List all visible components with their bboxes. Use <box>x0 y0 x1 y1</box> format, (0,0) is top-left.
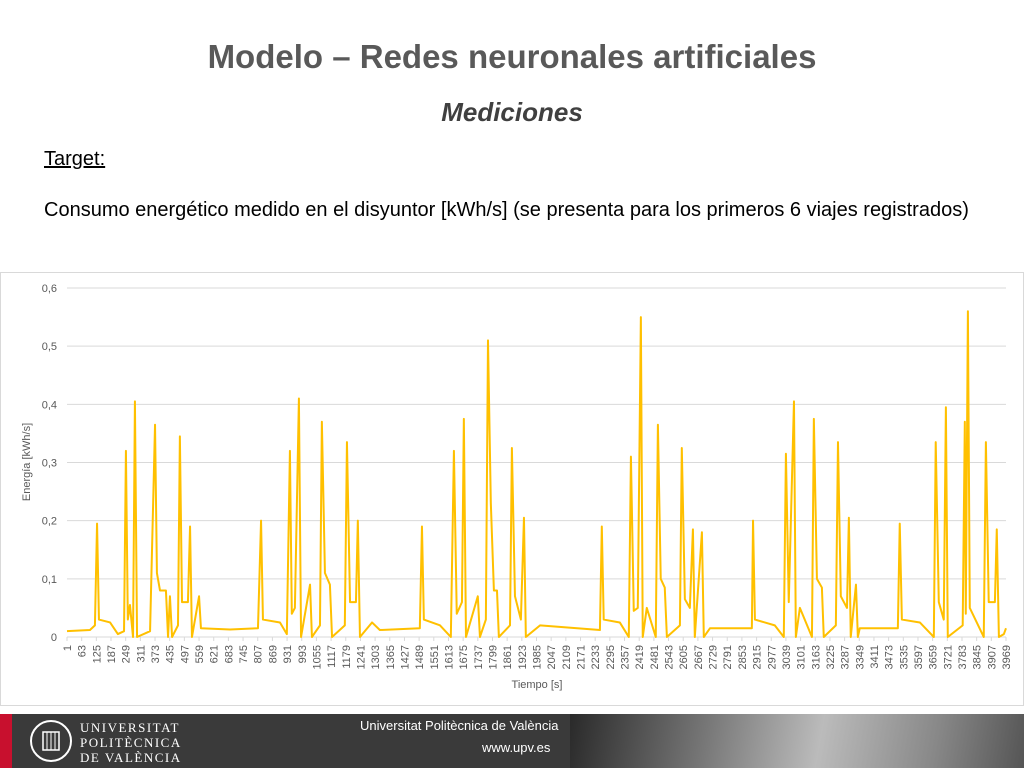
x-tick-label: 683 <box>223 645 235 663</box>
target-label: Target: <box>44 148 106 170</box>
x-tick-label: 1861 <box>502 645 514 669</box>
logo-text: POLITÈCNICA <box>80 735 182 750</box>
y-axis-title: Energía [kWh/s] <box>21 423 33 501</box>
x-axis-title: Tiempo [s] <box>512 679 563 691</box>
x-tick-label: 3535 <box>898 645 910 669</box>
x-tick-label: 1985 <box>532 645 544 669</box>
y-tick-label: 0,4 <box>42 399 57 411</box>
x-tick-label: 3783 <box>957 645 969 669</box>
x-tick-label: 1613 <box>443 645 455 669</box>
y-tick-label: 0,6 <box>42 283 57 295</box>
x-tick-label: 745 <box>238 645 250 663</box>
x-tick-label: 63 <box>77 645 89 657</box>
y-tick-label: 0,1 <box>42 574 57 586</box>
x-tick-label: 2605 <box>678 645 690 669</box>
logo-emblem <box>30 720 72 762</box>
x-tick-label: 1737 <box>473 645 485 669</box>
x-tick-label: 3659 <box>928 645 940 669</box>
x-tick-label: 1303 <box>370 645 382 669</box>
logo-text: UNIVERSITAT <box>80 720 180 735</box>
institution: Universitat Politècnica de València <box>360 718 559 733</box>
x-tick-label: 2233 <box>590 645 602 669</box>
x-tick-label: 1675 <box>458 645 470 669</box>
x-tick-label: 3411 <box>869 645 881 669</box>
x-tick-label: 931 <box>282 645 294 663</box>
description: Consumo energético medido en el disyunto… <box>44 199 969 221</box>
x-tick-label: 2729 <box>708 645 720 669</box>
x-tick-label: 3039 <box>781 645 793 669</box>
x-tick-label: 807 <box>253 645 265 663</box>
x-tick-label: 2295 <box>605 645 617 669</box>
x-tick-label: 1427 <box>399 645 411 669</box>
logo-text: DE VALÈNCIA <box>80 750 182 765</box>
footer-photo <box>570 714 1024 768</box>
x-tick-label: 1489 <box>414 645 426 669</box>
x-tick-label: 869 <box>267 645 279 663</box>
x-tick-label: 1241 <box>355 645 367 669</box>
x-tick-label: 2419 <box>634 645 646 669</box>
x-tick-label: 2109 <box>561 645 573 669</box>
x-tick-label: 993 <box>297 645 309 663</box>
x-tick-label: 2977 <box>766 645 778 669</box>
y-tick-label: 0,5 <box>42 341 57 353</box>
slide-subtitle: Mediciones <box>441 97 583 127</box>
x-tick-label: 497 <box>179 645 191 663</box>
x-tick-label: 3721 <box>942 645 954 669</box>
x-tick-label: 1 <box>62 645 74 651</box>
x-tick-label: 2915 <box>752 645 764 669</box>
x-tick-label: 1799 <box>487 645 499 669</box>
x-tick-label: 1365 <box>385 645 397 669</box>
x-tick-label: 621 <box>209 645 221 663</box>
x-tick-label: 3349 <box>854 645 866 669</box>
x-tick-label: 2171 <box>576 645 588 669</box>
y-tick-label: 0,2 <box>42 516 57 528</box>
x-tick-label: 3163 <box>810 645 822 669</box>
slide-title: Modelo – Redes neuronales artificiales <box>207 38 817 75</box>
x-tick-label: 559 <box>194 645 206 663</box>
y-tick-label: 0 <box>51 632 57 644</box>
x-tick-label: 3101 <box>796 645 808 669</box>
x-tick-label: 1117 <box>326 645 338 668</box>
y-tick-label: 0,3 <box>42 458 57 470</box>
x-tick-label: 3907 <box>986 645 998 669</box>
x-tick-label: 3597 <box>913 645 925 669</box>
x-tick-label: 2357 <box>620 645 632 669</box>
x-tick-label: 2481 <box>649 645 661 669</box>
x-tick-label: 373 <box>150 645 162 663</box>
footer-accent <box>0 714 12 768</box>
x-tick-label: 1923 <box>517 645 529 669</box>
x-tick-label: 2543 <box>664 645 676 669</box>
url[interactable]: www.upv.es <box>482 740 551 755</box>
x-tick-label: 1055 <box>311 645 323 669</box>
x-tick-label: 2791 <box>722 645 734 669</box>
x-tick-label: 249 <box>121 645 133 663</box>
x-tick-label: 2667 <box>693 645 705 669</box>
x-tick-label: 311 <box>135 645 147 663</box>
x-tick-label: 2047 <box>546 645 558 669</box>
data-line <box>66 310 1007 638</box>
x-tick-label: 3225 <box>825 645 837 669</box>
x-tick-label: 187 <box>106 645 118 663</box>
x-tick-label: 435 <box>165 645 177 663</box>
x-tick-label: 1551 <box>429 645 441 669</box>
x-tick-label: 1179 <box>341 645 353 669</box>
x-tick-label: 3287 <box>840 645 852 669</box>
x-tick-label: 3473 <box>884 645 896 669</box>
x-tick-label: 3969 <box>1001 645 1013 669</box>
chart: Energía [kWh/s] Tiempo [s] 0 0,1 0,2 0,3 0,4… <box>21 283 1013 691</box>
x-tick-label: 3845 <box>972 645 984 669</box>
x-tick-label: 125 <box>91 645 103 663</box>
x-tick-label: 2853 <box>737 645 749 669</box>
